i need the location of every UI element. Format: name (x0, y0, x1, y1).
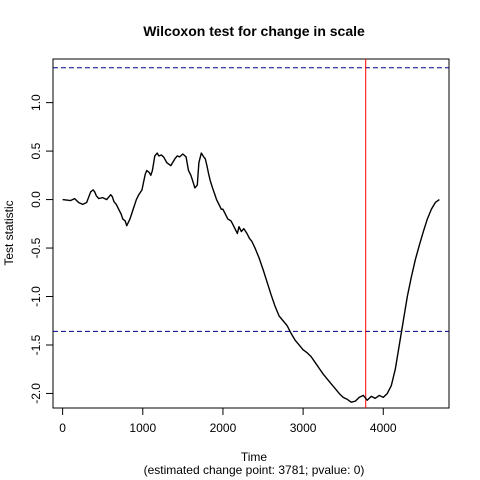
y-tick-label: -1.0 (29, 286, 43, 307)
y-tick-label: -0.5 (29, 237, 43, 258)
chart-title: Wilcoxon test for change in scale (143, 23, 365, 39)
y-axis: -2.0 -1.5 -1.0 -0.5 0.0 0.5 1.0 (29, 94, 54, 404)
test-statistic-line (62, 152, 440, 403)
y-tick-label: 0.0 (29, 191, 43, 208)
x-axis: 0 1000 2000 3000 4000 (59, 407, 397, 435)
y-tick-label: -2.0 (29, 383, 43, 404)
y-tick-label: 0.5 (29, 142, 43, 159)
y-tick-label: -1.5 (29, 334, 43, 355)
x-tick-label: 4000 (370, 421, 397, 435)
x-tick-label: 0 (59, 421, 66, 435)
y-axis-label: Test statistic (2, 200, 16, 265)
x-tick-label: 2000 (210, 421, 237, 435)
x-tick-label: 3000 (290, 421, 317, 435)
y-tick-label: 1.0 (29, 94, 43, 111)
x-axis-subtitle: (estimated change point: 3781; pvalue: 0… (144, 463, 365, 477)
x-tick-label: 1000 (129, 421, 156, 435)
reference-lines (53, 59, 449, 408)
series-group (62, 152, 440, 403)
x-axis-label: Time (241, 450, 268, 464)
